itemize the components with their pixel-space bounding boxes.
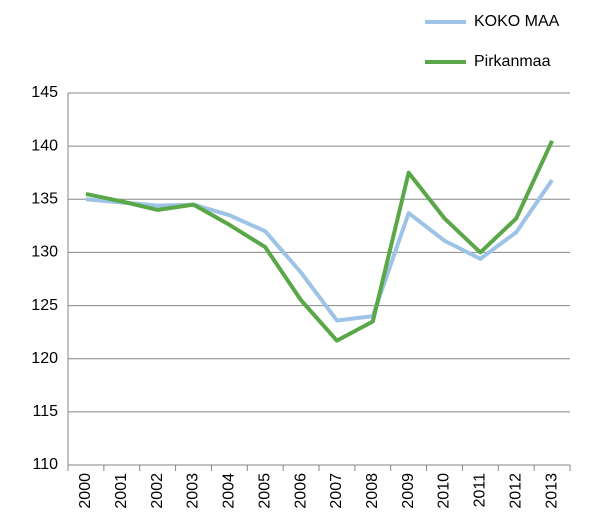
legend-label: KOKO MAA — [474, 13, 560, 30]
x-tick-label: 2009 — [400, 473, 417, 509]
x-tick-label: 2002 — [149, 473, 166, 509]
series-line — [85, 139, 554, 343]
x-tick-label: 2004 — [221, 473, 238, 509]
legend-label: Pirkanmaa — [474, 53, 551, 70]
x-tick-label: 2000 — [77, 473, 94, 509]
y-tick-label: 125 — [31, 297, 58, 314]
x-tick-label: 2008 — [364, 473, 381, 509]
x-tick-label: 2013 — [543, 473, 560, 509]
y-tick-label: 115 — [32, 403, 58, 420]
y-tick-label: 140 — [31, 137, 58, 154]
y-tick-label: 130 — [31, 244, 58, 261]
y-tick-label: 135 — [31, 191, 58, 208]
series-line — [85, 179, 554, 323]
y-tick-label: 110 — [32, 456, 58, 473]
x-tick-label: 2007 — [328, 473, 345, 509]
x-tick-label: 2006 — [292, 473, 309, 509]
x-tick-label: 2011 — [472, 473, 489, 508]
x-tick-label: 2012 — [507, 473, 524, 509]
x-tick-label: 2001 — [113, 473, 130, 509]
x-tick-label: 2010 — [436, 473, 453, 509]
x-tick-label: 2003 — [185, 473, 202, 509]
x-tick-label: 2005 — [256, 473, 273, 509]
y-tick-label: 145 — [31, 84, 58, 101]
y-tick-label: 120 — [31, 350, 58, 367]
